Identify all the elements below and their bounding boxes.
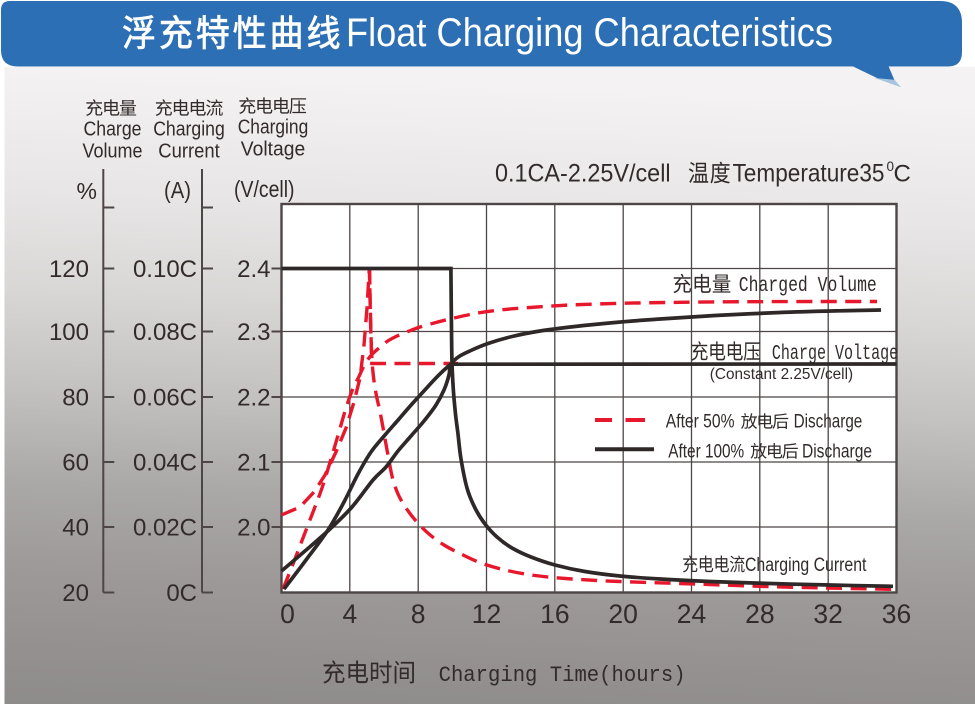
svg-text:12: 12 <box>472 599 501 629</box>
svg-text:2.1: 2.1 <box>237 450 270 477</box>
svg-text:(A): (A) <box>164 177 191 203</box>
svg-text:0.06C: 0.06C <box>133 385 197 412</box>
svg-text:0: 0 <box>280 599 295 629</box>
svg-text:8: 8 <box>411 599 426 629</box>
svg-text:40: 40 <box>62 515 89 542</box>
svg-text:24: 24 <box>677 599 706 629</box>
svg-text:0.1CA-2.25V/cell: 0.1CA-2.25V/cell <box>495 160 671 188</box>
svg-text:C: C <box>894 161 911 188</box>
svg-text:Charging Current: Charging Current <box>745 555 867 576</box>
svg-text:0.10C: 0.10C <box>133 256 197 283</box>
svg-text:0.08C: 0.08C <box>133 319 197 346</box>
svg-text:Current: Current <box>158 141 220 163</box>
svg-text:%: % <box>77 178 97 204</box>
svg-text:80: 80 <box>62 385 89 412</box>
svg-text:Discharge: Discharge <box>802 441 872 462</box>
svg-text:Temperature35: Temperature35 <box>733 160 885 188</box>
svg-text:2.2: 2.2 <box>237 385 270 412</box>
svg-text:0.04C: 0.04C <box>133 450 197 477</box>
svg-text:Voltage: Voltage <box>241 139 305 161</box>
svg-text:Charge: Charge <box>84 119 142 141</box>
svg-text:100: 100 <box>49 319 89 346</box>
svg-text:Charging Time(hours): Charging Time(hours) <box>439 663 686 688</box>
svg-text:20: 20 <box>608 599 637 629</box>
svg-text:120: 120 <box>49 256 89 283</box>
svg-text:36: 36 <box>882 599 911 629</box>
svg-text:0.02C: 0.02C <box>133 515 197 542</box>
svg-text:Charging: Charging <box>238 117 309 139</box>
svg-text:60: 60 <box>62 450 89 477</box>
svg-text:Discharge: Discharge <box>794 412 863 433</box>
svg-text:2.0: 2.0 <box>237 515 270 542</box>
svg-text:Float Charging Characteristics: Float Charging Characteristics <box>346 11 833 55</box>
svg-text:Charging: Charging <box>153 119 225 141</box>
svg-text:16: 16 <box>540 599 569 629</box>
svg-text:Charged Volume: Charged Volume <box>739 274 877 298</box>
svg-text:32: 32 <box>813 599 842 629</box>
svg-text:Charge Voltage: Charge Voltage <box>772 342 898 366</box>
svg-text:0C: 0C <box>166 580 197 607</box>
svg-text:(V/cell): (V/cell) <box>234 176 295 202</box>
svg-text:20: 20 <box>62 580 89 607</box>
svg-text:28: 28 <box>745 599 774 629</box>
svg-text:Volume: Volume <box>83 141 143 163</box>
svg-text:4: 4 <box>342 599 357 629</box>
svg-text:2.4: 2.4 <box>237 256 270 283</box>
svg-text:After 100%: After 100% <box>668 441 744 462</box>
svg-text:2.3: 2.3 <box>237 319 270 346</box>
svg-text:(Constant 2.25V/cell): (Constant 2.25V/cell) <box>710 366 853 383</box>
svg-text:After 50%: After 50% <box>666 412 735 433</box>
